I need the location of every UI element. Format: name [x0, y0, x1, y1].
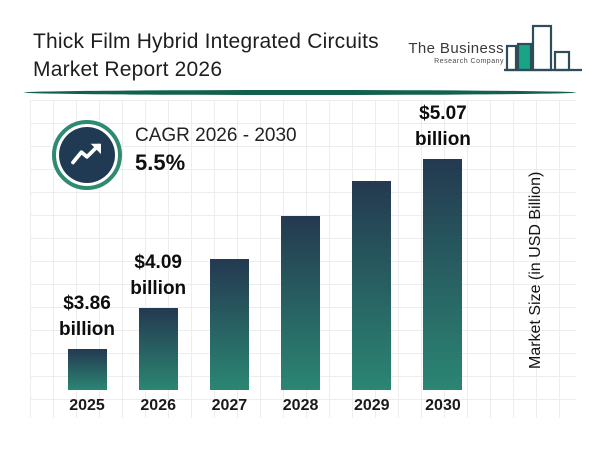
logo-name: The Business — [408, 40, 504, 57]
bar-2027 — [209, 259, 249, 390]
company-logo: The Business Research Company — [408, 14, 582, 72]
bar-group-2027 — [197, 100, 261, 390]
bar-value-label: $5.07 billion — [414, 103, 471, 150]
bar-group-2029 — [340, 100, 404, 390]
title-line-1: Thick Film Hybrid Integrated Circuits — [33, 30, 379, 53]
bar-group-2025: $3.86 billion — [55, 100, 119, 390]
cagr-value: 5.5% — [135, 150, 186, 175]
bar-value-label: $3.86 billion — [59, 293, 115, 340]
bar-group-2030: $5.07 billion — [411, 100, 475, 390]
x-tick-2028: 2028 — [282, 397, 319, 414]
bar-2026 — [138, 308, 178, 390]
bar-value-label: $4.09 billion — [130, 252, 187, 299]
x-tick-2026: 2026 — [140, 397, 176, 414]
bar-group-2026: $4.09 billion — [126, 100, 190, 390]
x-tick-2027: 2027 — [211, 397, 248, 414]
cagr-badge-group: CAGR 2026 - 2030 5.5% — [52, 120, 297, 190]
x-axis-labels: 2025 2026 2027 2028 2029 2030 — [55, 397, 475, 415]
bar-chart: $3.86 billion $4.09 billion — [55, 100, 475, 390]
page-title: Thick Film Hybrid Integrated Circuits Ma… — [33, 28, 379, 84]
x-tick-2030: 2030 — [425, 397, 461, 414]
x-tick-2025: 2025 — [69, 397, 105, 414]
trend-up-icon — [59, 127, 115, 183]
company-logo-text: The Business Research Company — [408, 40, 504, 65]
bar-2025 — [67, 349, 107, 390]
bar-2029 — [352, 181, 392, 390]
bar-group-2028 — [269, 100, 333, 390]
bar-chart-buildings-icon — [504, 24, 582, 72]
bar-2030 — [423, 159, 463, 390]
cagr-label: CAGR 2026 - 2030 — [135, 125, 297, 146]
cagr-text: CAGR 2026 - 2030 5.5% — [135, 120, 297, 176]
cagr-badge — [52, 120, 122, 190]
logo-subtitle: Research Company — [434, 58, 504, 65]
y-axis-title: Market Size (in USD Billion) — [527, 171, 544, 369]
x-tick-2029: 2029 — [353, 397, 390, 414]
divider — [24, 90, 576, 95]
bar-2028 — [281, 216, 321, 390]
title-line-2: Market Report 2026 — [33, 58, 223, 81]
